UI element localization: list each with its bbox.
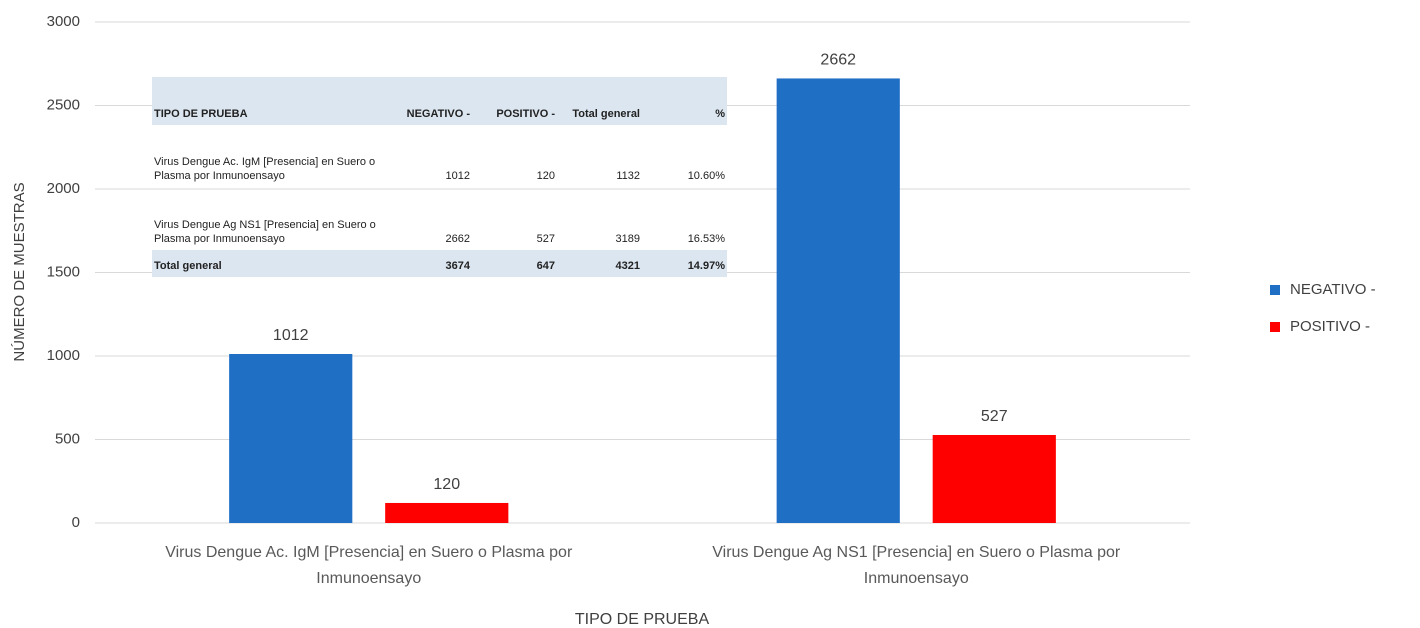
y-tick-label: 500 [55,430,80,447]
data-label: 527 [981,408,1008,425]
table-cell: % [715,108,725,120]
table-cell: 647 [536,260,555,272]
table-cell: NEGATIVO - [406,108,470,120]
table-cell: Virus Dengue Ag NS1 [Presencia] en Suero… [154,219,376,245]
table-cell: 527 [536,233,555,245]
y-tick-label: 3000 [47,13,80,30]
table-row: Virus Dengue Ac. IgM [Presencia] en Suer… [152,125,727,187]
bar [776,78,900,524]
table-cell: Total general [572,108,640,120]
x-tick-label: Virus Dengue Ag NS1 [Presencia] en Suero… [712,544,1121,587]
table-cell: 16.53% [687,233,725,245]
x-axis-title: TIPO DE PRUEBA [575,611,710,628]
table-row: TIPO DE PRUEBA NEGATIVO - POSITIVO - Total … [152,77,727,125]
bar [932,434,1056,523]
table-row: Virus Dengue Ag NS1 [Presencia] en Suero… [152,187,727,250]
table-cell: 2662 [445,233,470,245]
data-label: 1012 [273,327,309,344]
table-cell: 1012 [445,170,470,182]
table-cell: 3189 [615,233,640,245]
table-cell: 10.60% [687,170,725,182]
table-cell: Virus Dengue Ac. IgM [Presencia] en Suer… [154,156,376,182]
y-axis-title: NÚMERO DE MUESTRAS [11,182,28,361]
y-tick-label: 1000 [47,347,80,364]
data-label: 120 [433,476,460,493]
legend-label: POSITIVO - [1290,318,1370,335]
y-tick-label: 2500 [47,96,80,113]
table-cell: 120 [536,170,555,182]
table-cell: 14.97% [687,260,725,272]
table-cell: 4321 [615,260,640,272]
table-cell: POSITIVO - [496,108,555,120]
table-cell: Total general [154,260,222,272]
y-tick-label: 1500 [47,263,80,280]
summary-table: TIPO DE PRUEBA NEGATIVO - POSITIVO - Total … [152,77,727,277]
bar [229,353,353,523]
bar [385,502,509,523]
legend-label: NEGATIVO - [1290,281,1376,298]
y-tick-label: 0 [72,514,80,531]
legend-swatch [1270,285,1280,295]
table-cell: 3674 [445,260,470,272]
y-tick-label: 2000 [47,180,80,197]
table-cell: TIPO DE PRUEBA [154,108,248,120]
x-tick-label: Virus Dengue Ac. IgM [Presencia] en Suer… [165,544,573,587]
table-cell: 1132 [616,170,640,182]
legend-swatch [1270,322,1280,332]
table-row: Total general 3674 647 4321 14.97% [152,250,727,277]
data-label: 2662 [820,52,856,69]
